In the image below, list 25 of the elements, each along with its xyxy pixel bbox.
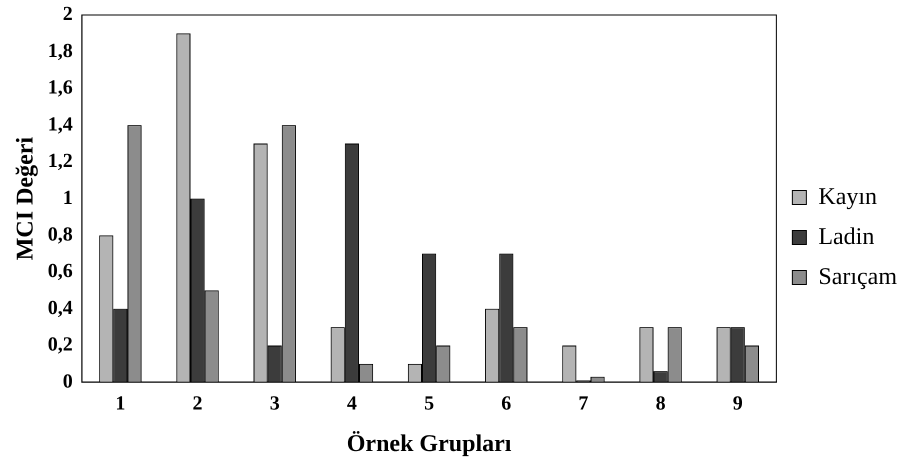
- legend-label: Kayın: [818, 184, 878, 210]
- x-tick-label: 3: [270, 392, 280, 414]
- x-tick-label: 5: [424, 392, 434, 414]
- y-axis-title: MCI Değeri: [12, 136, 39, 260]
- x-tick-label: 7: [578, 392, 588, 414]
- y-tick-label: 1,4: [48, 113, 73, 136]
- x-tick-label: 8: [656, 392, 666, 414]
- x-tick-label: 9: [732, 392, 743, 414]
- y-tick-label: 1,8: [48, 40, 73, 62]
- y-tick-label: 1,2: [48, 150, 73, 172]
- y-tick-label: 0,2: [48, 334, 73, 356]
- x-tick-label: 2: [192, 392, 203, 414]
- legend-label: Sarıçam: [818, 264, 898, 290]
- x-tick-label: 4: [346, 392, 357, 414]
- legend-label: Ladin: [818, 224, 874, 250]
- y-tick-label: 0,8: [48, 223, 73, 246]
- x-tick-label: 1: [115, 392, 126, 414]
- x-tick-label: 6: [501, 392, 512, 414]
- y-tick-label: 0,6: [48, 260, 73, 282]
- y-tick-label: 0: [62, 370, 73, 392]
- y-tick-label: 1: [62, 186, 73, 209]
- y-tick-label: 0,4: [48, 296, 73, 319]
- y-tick-label: 2: [62, 3, 73, 26]
- y-tick-label: 1,6: [48, 76, 73, 99]
- x-axis-title: Örnek Grupları: [346, 430, 512, 457]
